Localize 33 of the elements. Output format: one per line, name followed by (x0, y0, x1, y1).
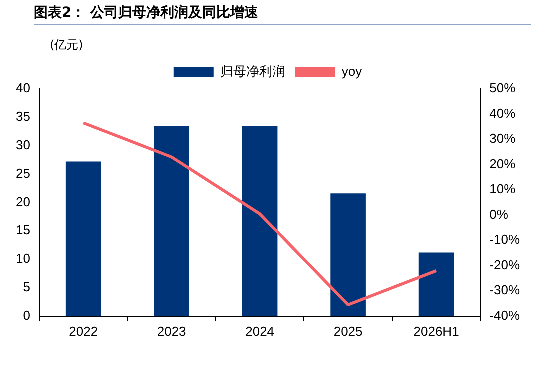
chart-title: 图表2： 公司归母净利润及同比增速 (34, 4, 259, 22)
y2-tick-label: 10% (490, 182, 516, 197)
bar (154, 126, 190, 316)
y2-tick-label: -10% (490, 232, 520, 248)
x-tick-label: 2026H1 (414, 324, 460, 339)
y-tick-label: 25 (16, 166, 30, 181)
y-tick-label: 15 (16, 222, 30, 238)
x-tick-label: 2025 (334, 324, 363, 339)
y-axis-title: (亿元) (50, 37, 84, 54)
y2-tick-label: 40% (490, 106, 516, 121)
y2-tick-label: 30% (490, 131, 516, 146)
y-tick-label: 0 (23, 308, 30, 323)
bar (418, 252, 454, 316)
bar (242, 126, 278, 316)
bar (66, 162, 102, 316)
x-tick-label: 2022 (69, 324, 98, 339)
y2-tick-label: -30% (490, 282, 520, 298)
x-tick-label: 2024 (246, 324, 275, 339)
y-tick-label: 40 (16, 80, 30, 96)
y2-tick-label: -40% (490, 308, 520, 323)
y2-tick-label: 20% (490, 156, 516, 172)
y2-tick-label: 50% (490, 80, 516, 96)
y-tick-label: 35 (16, 109, 30, 124)
y-tick-label: 10 (16, 251, 30, 266)
y-tick-label: 20 (16, 194, 30, 210)
legend-label: 归母净利润 (220, 64, 286, 80)
y-tick-label: 30 (16, 137, 30, 152)
bar (330, 194, 366, 316)
y2-tick-label: -20% (490, 257, 520, 272)
y-tick-label: 5 (23, 280, 30, 295)
legend-label: yoy (342, 64, 363, 80)
y2-tick-label: 0% (490, 206, 509, 222)
x-tick-label: 2023 (157, 324, 186, 339)
